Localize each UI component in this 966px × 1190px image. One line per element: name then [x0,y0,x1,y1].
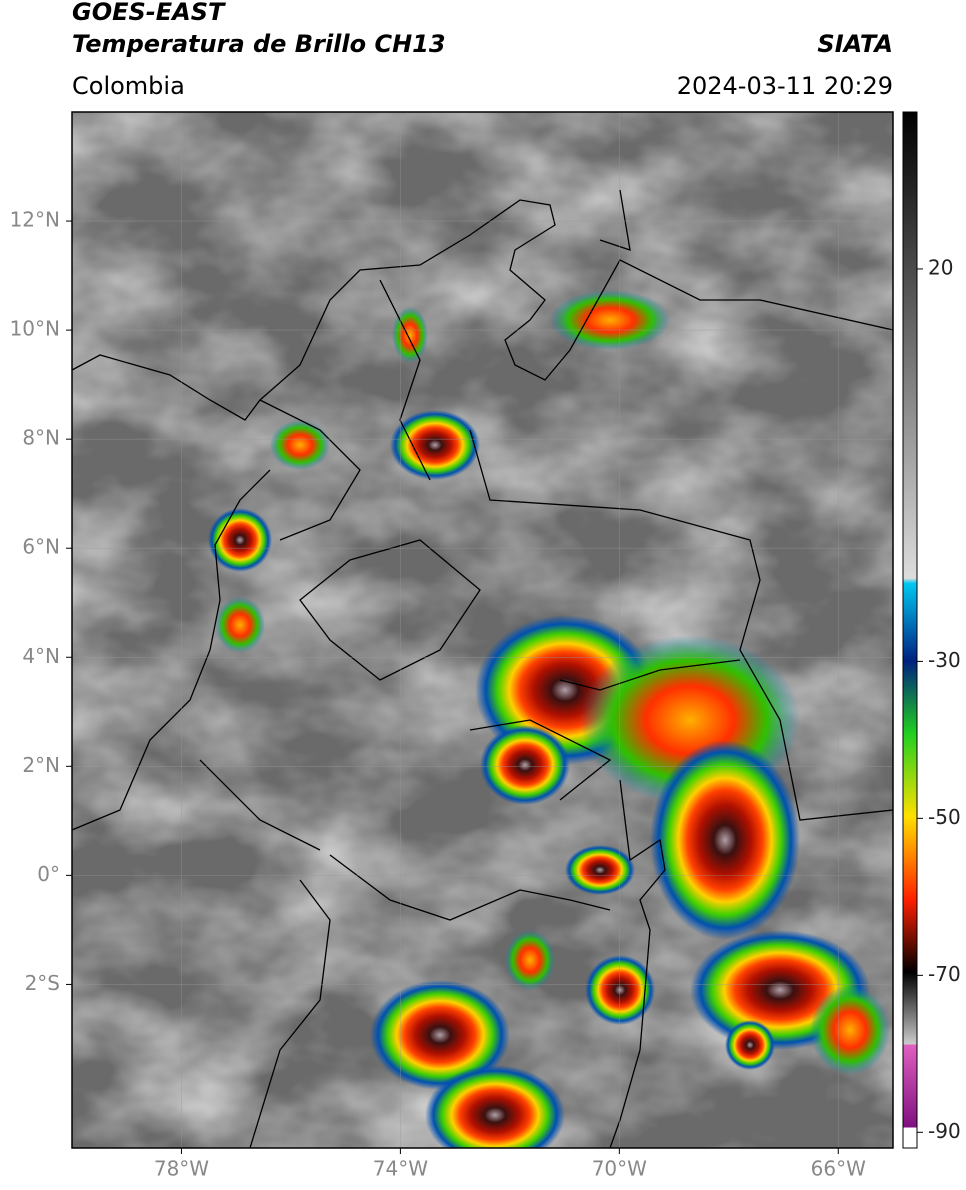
x-tick-label: 70°W [592,1157,647,1181]
x-tick-label: 78°W [154,1157,209,1181]
colorbar-tick-label: -30 [928,648,961,672]
x-tick-label: 66°W [811,1157,866,1181]
region: Colombia [72,72,185,100]
y-tick-label: 6°N [22,535,60,559]
borders [72,189,893,1148]
y-tick-label: 8°N [22,426,60,450]
colorbar-tick-label: -50 [928,805,961,829]
map-frame [71,111,894,1149]
colorbar-tick-label: -70 [928,962,961,986]
title: GOES-EAST [72,0,226,26]
map-image [72,112,893,1148]
y-tick-label: 2°S [25,971,60,995]
y-tick-label: 2°N [22,753,60,777]
y-tick-label: 4°N [22,644,60,668]
grid [72,112,893,1148]
subtitle: Temperatura de Brillo CH13 [72,30,446,58]
colorbar-tick-label: -90 [928,1119,961,1143]
storm-cells [208,290,890,1148]
y-tick-label: 10°N [10,317,60,341]
y-tick-label: 12°N [10,208,60,232]
colorbar-tick-label: 20 [928,255,953,279]
y-tick-label: 0° [37,862,60,886]
x-tick-label: 74°W [373,1157,428,1181]
datetime: 2024-03-11 20:29 [677,72,893,100]
colorbar [902,111,918,1149]
source: SIATA [817,30,893,58]
